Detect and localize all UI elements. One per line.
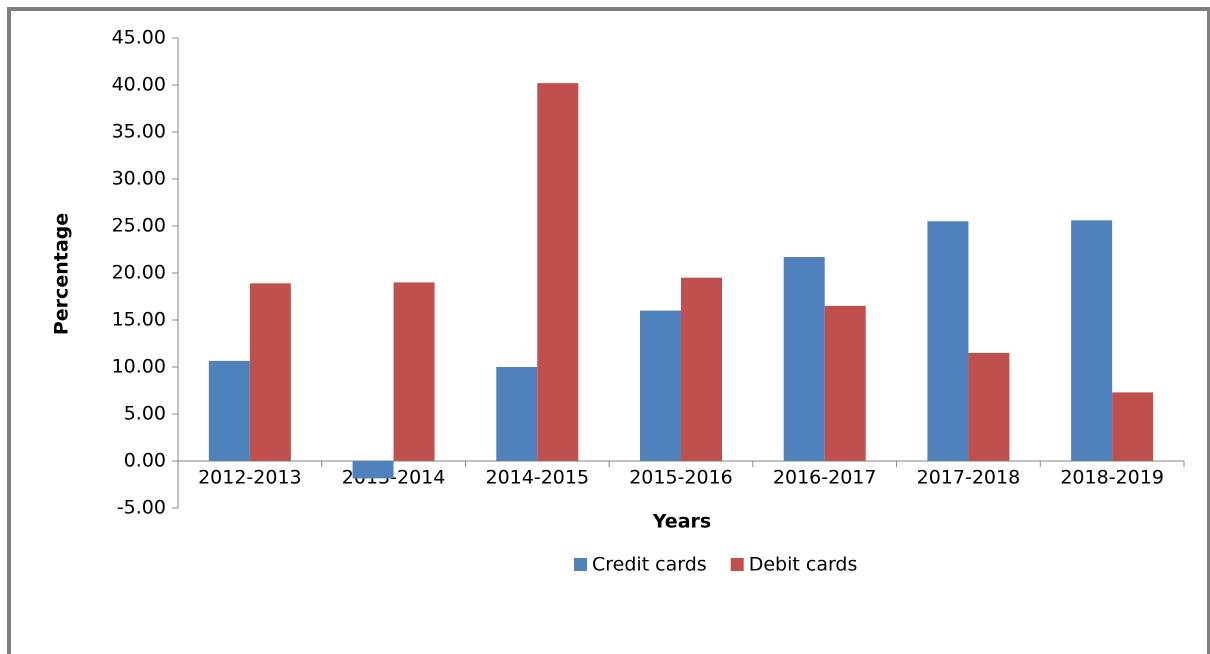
x-tick-label: 2012-2013 — [198, 467, 302, 489]
chart-frame — [7, 7, 1210, 654]
x-tick-label: 2018-2019 — [1060, 467, 1164, 489]
bar — [968, 352, 1010, 461]
y-tick-label: 30.00 — [112, 168, 166, 190]
y-tick-label: 25.00 — [112, 215, 166, 237]
legend-label: Credit cards — [592, 554, 707, 576]
x-axis-label: Years — [652, 511, 711, 533]
y-axis-label: Percentage — [51, 213, 73, 335]
y-tick-label: 40.00 — [112, 74, 166, 96]
y-tick-label: 45.00 — [112, 27, 166, 49]
bar — [681, 277, 722, 461]
bar — [537, 83, 579, 462]
bar — [496, 367, 538, 461]
y-tick-label: 0.00 — [124, 450, 166, 472]
bar — [352, 461, 394, 479]
y-tick-label: -5.00 — [117, 497, 166, 519]
y-tick-label: 5.00 — [124, 403, 166, 425]
bar — [824, 305, 866, 461]
bar — [927, 221, 969, 461]
y-tick-label: 35.00 — [112, 121, 166, 143]
legend-swatch — [730, 558, 744, 571]
bar — [1071, 220, 1113, 461]
x-tick-label: 2014-2015 — [485, 467, 589, 489]
x-tick-label: 2016-2017 — [773, 467, 877, 489]
bar — [249, 283, 291, 461]
y-tick-label: 15.00 — [112, 309, 166, 331]
bar — [393, 282, 435, 461]
y-tick-label: 10.00 — [112, 356, 166, 378]
bar — [1112, 392, 1154, 461]
x-tick-label: 2017-2018 — [917, 467, 1021, 489]
bar — [208, 360, 250, 461]
bar — [783, 257, 825, 461]
bar — [640, 310, 681, 461]
y-tick-label: 20.00 — [112, 262, 166, 284]
legend-label: Debit cards — [749, 554, 858, 576]
legend-swatch — [574, 558, 587, 571]
x-tick-label: 2015-2016 — [629, 467, 733, 489]
